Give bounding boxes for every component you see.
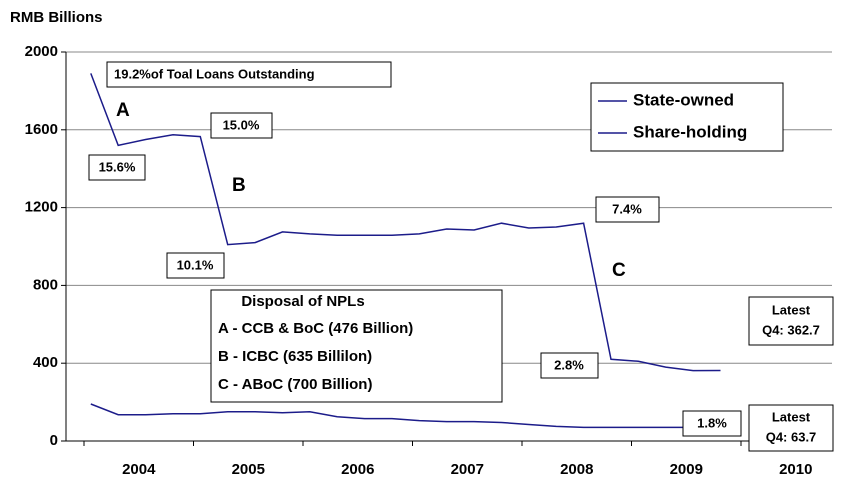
legend-label: State-owned [633, 90, 734, 109]
y-axis-title: RMB Billions [10, 9, 103, 26]
annotation: Q4: 362.7 [762, 322, 820, 337]
annotation-box [210, 112, 273, 139]
y-tick-label: 1600 [25, 121, 58, 138]
annotation-box [106, 61, 392, 88]
annotation: 7.4% [612, 201, 642, 216]
annotation-box [210, 289, 503, 403]
y-tick-label: 1200 [25, 199, 58, 216]
x-tick-label: 2009 [670, 461, 703, 478]
x-tick-label: 2004 [122, 461, 156, 478]
annotation: Latest [772, 409, 811, 424]
y-tick-label: 400 [33, 354, 58, 371]
annotation: C [612, 260, 626, 281]
annotation: 15.0% [223, 117, 260, 132]
annotation: A - CCB & BoC (476 Billion) [218, 320, 413, 337]
annotation-box [748, 296, 834, 346]
annotation: 1.8% [697, 415, 727, 430]
x-tick-label: 2007 [451, 461, 484, 478]
y-tick-label: 800 [33, 276, 58, 293]
x-tick-label: 2010 [779, 461, 812, 478]
line [90, 73, 721, 372]
annotation: 15.6% [99, 159, 136, 174]
x-tick-label: 2005 [232, 461, 265, 478]
annotation: A [116, 100, 130, 121]
x-tick-label: 2006 [341, 461, 374, 478]
y-tick-label: 2000 [25, 43, 58, 60]
annotation: 10.1% [177, 257, 214, 272]
annotation: C - ABoC (700 Billion) [218, 376, 372, 393]
annotation-box [540, 352, 599, 379]
annotation-box [748, 404, 834, 452]
annotation: B - ICBC (635 Billilon) [218, 348, 372, 365]
annotation-box [166, 252, 225, 279]
legend [590, 82, 784, 152]
annotation-box [682, 410, 742, 437]
x-tick-label: 2008 [560, 461, 593, 478]
legend-label: Share-holding [633, 122, 747, 141]
annotation: 2.8% [554, 357, 584, 372]
annotation: Latest [772, 302, 811, 317]
annotation: 19.2%of Toal Loans Outstanding [114, 66, 315, 81]
annotation-box [595, 196, 660, 223]
annotation: B [232, 175, 246, 196]
y-tick-label: 0 [50, 432, 58, 449]
line [90, 403, 721, 430]
annotation: Q4: 63.7 [766, 429, 817, 444]
annotation: Disposal of NPLs [241, 293, 364, 310]
annotation-box [88, 154, 146, 181]
